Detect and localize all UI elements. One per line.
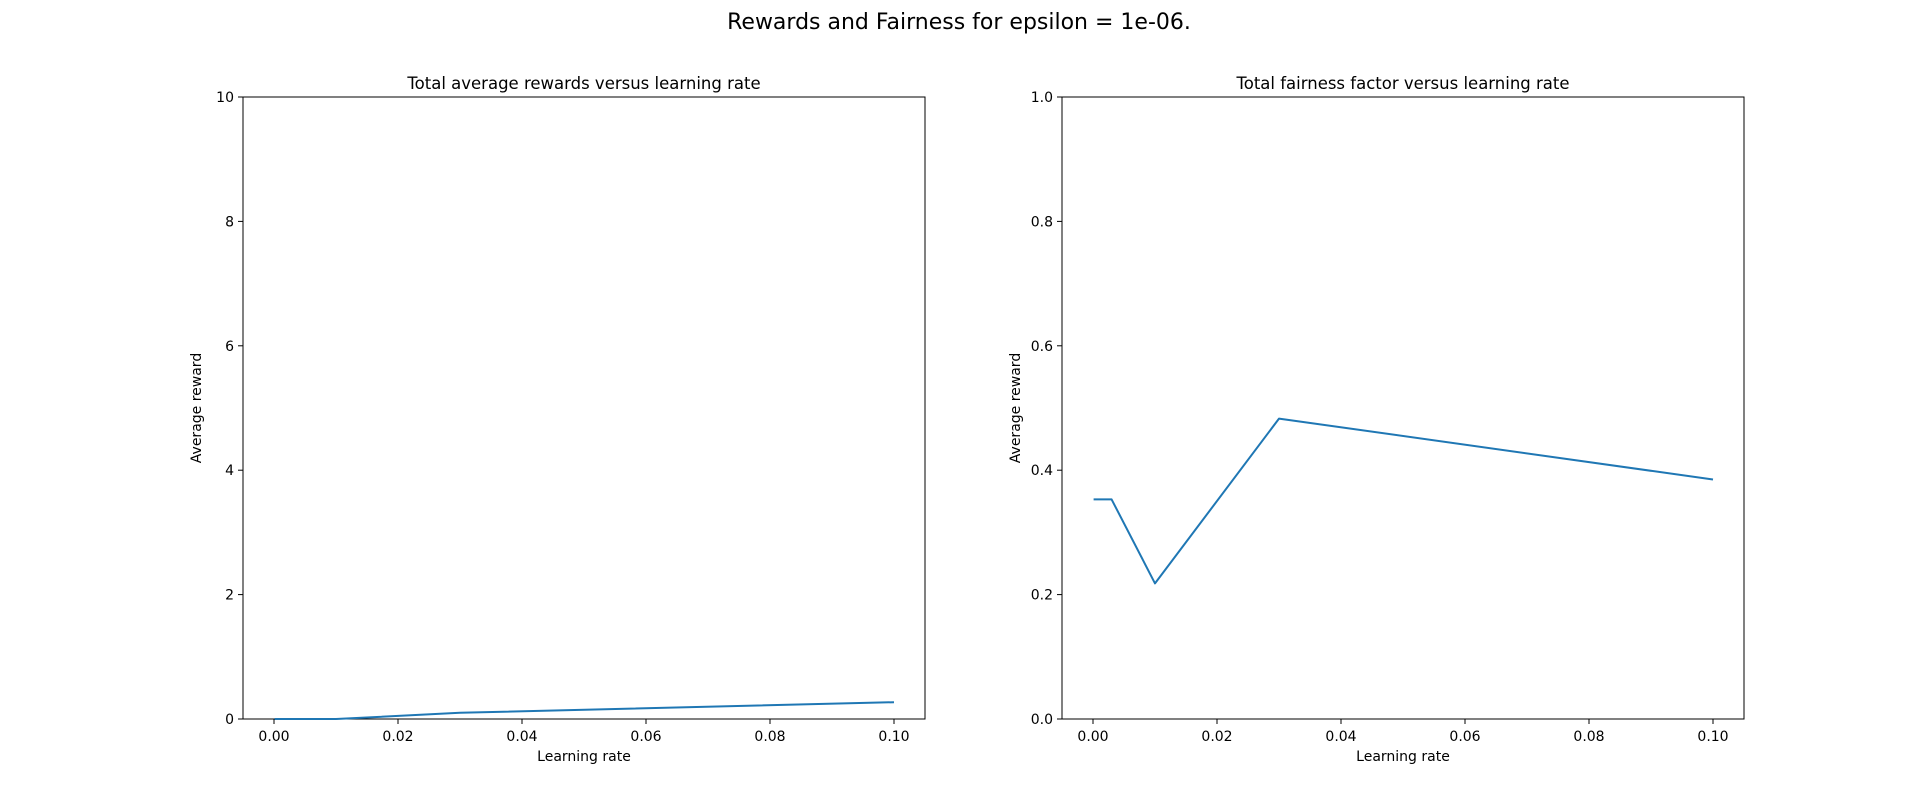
y-tick-label: 10 — [216, 90, 234, 106]
chart-title: Total average rewards versus learning ra… — [406, 74, 760, 93]
y-tick-label: 4 — [225, 463, 234, 479]
plot-area-frame — [242, 96, 926, 720]
x-tick-label: 0.06 — [1449, 729, 1480, 745]
y-tick-label: 0 — [225, 712, 234, 728]
y-tick-label: 1.0 — [1031, 90, 1053, 106]
y-tick-label: 0.6 — [1031, 339, 1053, 355]
x-tick-label: 0.02 — [1201, 729, 1232, 745]
y-tick-label: 8 — [225, 214, 234, 230]
x-axis-label: Learning rate — [1356, 749, 1450, 765]
rewards-chart: 0.00 0.02 0.04 0.06 0.08 0.10 0 2 4 6 8 10 Total ave… — [189, 74, 926, 765]
x-tick-label: 0.00 — [1077, 729, 1108, 745]
y-tick-label: 6 — [225, 339, 234, 355]
series-line — [274, 701, 895, 720]
x-tick-label: 0.10 — [878, 729, 909, 745]
fairness-chart: 0.00 0.02 0.04 0.06 0.08 0.10 0.0 0.2 0.4 0.6 0.8 1… — [1008, 74, 1745, 765]
x-tick-label: 0.08 — [754, 729, 785, 745]
x-tick-label: 0.00 — [258, 729, 289, 745]
series-line — [1093, 417, 1714, 585]
figure-title: Rewards and Fairness for epsilon = 1e-06… — [727, 10, 1191, 35]
y-axis-label: Average reward — [1008, 353, 1024, 463]
y-tick-label: 0.8 — [1031, 214, 1053, 230]
x-tick-label: 0.04 — [1325, 729, 1356, 745]
x-tick-label: 0.08 — [1573, 729, 1604, 745]
y-tick-label: 0.2 — [1031, 588, 1053, 604]
chart-title: Total fairness factor versus learning ra… — [1235, 74, 1569, 93]
y-tick-label: 0.4 — [1031, 463, 1053, 479]
x-tick-label: 0.04 — [506, 729, 537, 745]
x-tick-label: 0.10 — [1697, 729, 1728, 745]
plot-area-frame — [1061, 96, 1745, 720]
y-tick-label: 0.0 — [1031, 712, 1053, 728]
x-tick-label: 0.06 — [630, 729, 661, 745]
x-tick-label: 0.02 — [382, 729, 413, 745]
y-tick-label: 2 — [225, 588, 234, 604]
x-axis-label: Learning rate — [537, 749, 631, 765]
y-axis-label: Average reward — [189, 353, 205, 463]
